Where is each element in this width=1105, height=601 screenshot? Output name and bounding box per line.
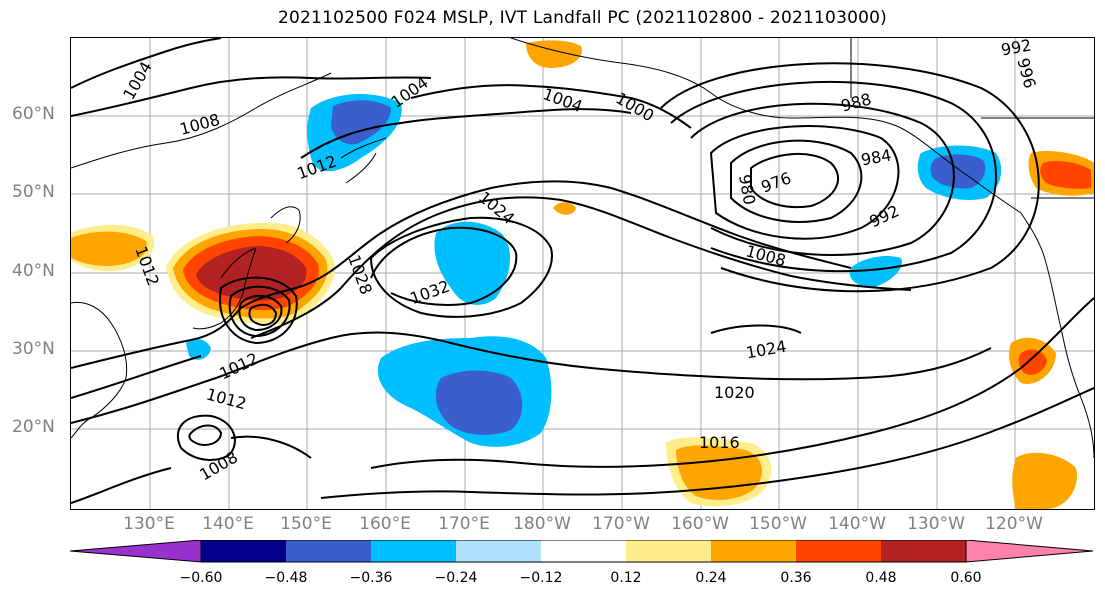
colorbar-segment [711,540,796,562]
lon-label-150e: 150°E [280,514,332,534]
lon-label-150w: 150°W [749,514,807,534]
lon-label-140e: 140°E [202,514,254,534]
colorbar-tick: 0.12 [610,570,642,586]
contour-label: 980 [735,173,759,206]
alaska-low-contours [660,62,1040,293]
map-title: 2021102500 F024 MSLP, IVT Landfall PC (2… [278,8,887,28]
colorbar-tick: −0.36 [349,570,393,586]
contour-label: 1012 [131,244,163,289]
contour-label: 1008 [196,447,241,484]
contour-label: 1000 [613,89,658,126]
colorbar-tick: −0.12 [519,570,563,586]
colorbar-segment [371,540,456,562]
colorbar-tick: −0.24 [434,570,478,586]
lon-label-170w: 170°W [592,514,650,534]
contour-label: 1012 [216,349,261,383]
lon-label-180w: 180°W [513,514,571,534]
lon-label-130w: 130°W [907,514,965,534]
colorbar-segment [881,540,966,562]
contour-label: 992 [999,38,1032,59]
lat-label-30n: 30°N [12,339,55,359]
lon-label-160w: 160°W [671,514,729,534]
colorbar-segment [796,540,881,562]
contour-label: 976 [758,168,793,196]
colorbar [70,540,1094,563]
colorbar-tick: 0.24 [695,570,727,586]
contour-label: 1012 [294,151,339,183]
mslp-contours [71,38,1094,504]
lat-label-40n: 40°N [12,261,55,281]
colorbar-segment [965,540,1094,563]
coastlines [71,38,1094,459]
map-canvas: 1004 1008 1012 1004 1004 1000 988 992 99… [71,38,1094,509]
colorbar-tick: 0.60 [950,570,982,586]
colorbar-segment [201,540,286,562]
colorbar-tick: 0.48 [865,570,897,586]
colorbar-segment [286,540,371,562]
contour-label: 1016 [699,433,740,452]
lon-label-120w: 120°W [985,514,1043,534]
contour-label: 1008 [744,241,788,270]
colorbar-segment [456,540,541,562]
contour-label: 1012 [204,384,248,413]
lat-label-50n: 50°N [12,182,55,202]
lat-label-20n: 20°N [12,417,55,437]
lon-label-130e: 130°E [123,514,175,534]
contour-label: 1024 [744,337,787,363]
colorbar-segment [626,540,711,562]
contour-label: 992 [866,201,902,231]
lat-label-60n: 60°N [12,104,55,124]
colorbar-tick: −0.48 [264,570,308,586]
colorbar-segment [70,540,202,563]
contour-label: 984 [859,145,892,169]
colorbar-tick: 0.36 [780,570,812,586]
lon-label-170e: 170°E [438,514,490,534]
colorbar-segment [541,540,626,562]
contour-label: 988 [839,89,873,115]
contour-label: 1020 [714,383,755,402]
map-panel: 1004 1008 1012 1004 1004 1000 988 992 99… [70,37,1095,510]
colorbar-tick: −0.60 [179,570,223,586]
ivt-negative [186,93,1002,447]
contour-label: 996 [1013,56,1039,90]
lon-label-140w: 140°W [828,514,886,534]
lon-label-160e: 160°E [359,514,411,534]
